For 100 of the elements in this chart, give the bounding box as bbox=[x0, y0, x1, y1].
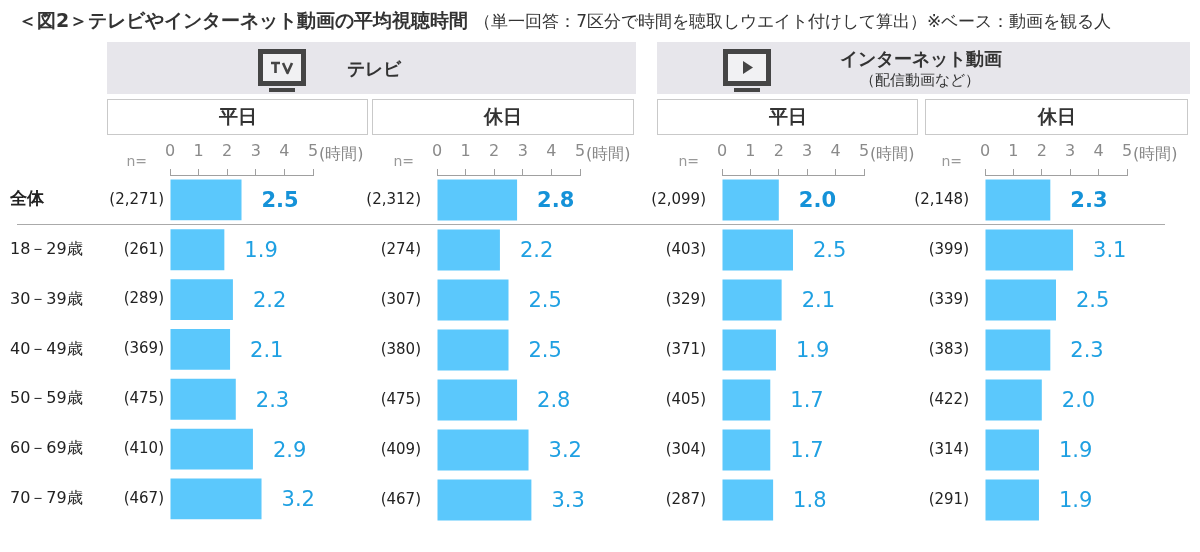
bar bbox=[985, 429, 1039, 471]
y-tick-label: 全体 bbox=[9, 188, 45, 209]
header-box: 平日 bbox=[657, 99, 918, 135]
x-tick-label: 1 bbox=[1008, 140, 1019, 160]
data-label: 1.9 bbox=[1058, 438, 1093, 463]
bar bbox=[170, 328, 231, 370]
bar bbox=[170, 279, 233, 320]
x-tick-label: 5 bbox=[858, 140, 870, 160]
bar bbox=[722, 479, 774, 521]
text: ＜図2＞テレビやインターネット動画の平均視聴時間 bbox=[18, 9, 469, 31]
y-tick-label: (339) bbox=[928, 289, 969, 308]
y-tick-label: (304) bbox=[665, 439, 706, 458]
data-label: 1.8 bbox=[793, 488, 827, 513]
x-axis-title: (時間) bbox=[1133, 144, 1178, 164]
data-label: 3.2 bbox=[281, 487, 315, 512]
x-tick-label: 4 bbox=[830, 140, 841, 160]
data-label: 2.0 bbox=[798, 188, 836, 213]
y-tick-label: (2,099) bbox=[651, 189, 706, 208]
text: n= bbox=[678, 153, 699, 169]
y-tick-label: (399) bbox=[928, 239, 969, 258]
y-tick-label: 60－69歳 bbox=[10, 438, 83, 458]
y-tick-label: (409) bbox=[380, 439, 421, 458]
x-tick-label: 1 bbox=[193, 140, 204, 160]
data-label: 3.3 bbox=[551, 488, 585, 513]
y-tick-label: (380) bbox=[380, 339, 421, 358]
chart-title: 休日 bbox=[1037, 104, 1076, 129]
x-tick-label: 3 bbox=[802, 140, 813, 160]
x-tick-label: 2 bbox=[222, 140, 233, 160]
x-tick-label: 1 bbox=[745, 140, 756, 160]
text: インターネット動画 bbox=[840, 48, 1002, 69]
bar bbox=[437, 379, 518, 421]
chart-title: 平日 bbox=[768, 104, 807, 129]
text: （単一回答：7区分で時間を聴取しウエイト付けして算出）※ベース：動画を観る人 bbox=[474, 11, 1112, 31]
header-box: 休日 bbox=[372, 99, 634, 135]
bar bbox=[985, 379, 1042, 421]
y-tick-label: 50－59歳 bbox=[10, 388, 83, 408]
data-label: 2.5 bbox=[813, 238, 847, 263]
y-tick-label: (287) bbox=[665, 489, 706, 508]
y-tick-label: (422) bbox=[928, 389, 969, 408]
bar bbox=[722, 279, 782, 321]
bar bbox=[985, 279, 1056, 321]
x-tick-label: 2 bbox=[773, 140, 784, 160]
text: (2,271) bbox=[109, 189, 164, 208]
bar bbox=[985, 329, 1051, 371]
x-tick-label: 5 bbox=[307, 140, 319, 160]
bar bbox=[722, 329, 776, 371]
bar bbox=[170, 478, 262, 520]
data-label: 2.1 bbox=[250, 337, 284, 362]
chart-title: 平日 bbox=[218, 104, 257, 129]
y-tick-label: (291) bbox=[928, 489, 969, 508]
y-tick-label: (403) bbox=[665, 239, 706, 258]
x-tick-label: 3 bbox=[1065, 140, 1076, 160]
y-tick-label: (274) bbox=[380, 239, 421, 258]
bar bbox=[437, 279, 509, 321]
text: テレビ bbox=[347, 58, 401, 79]
bar bbox=[170, 179, 242, 221]
y-tick-label: (307) bbox=[380, 289, 421, 308]
text: n= bbox=[941, 153, 962, 169]
data-label: 1.7 bbox=[790, 438, 824, 463]
y-tick-label: 70－79歳 bbox=[10, 488, 83, 508]
x-axis-title: (時間) bbox=[870, 144, 915, 164]
x-tick-label: 1 bbox=[460, 140, 471, 160]
data-label: 2.9 bbox=[272, 437, 307, 462]
text: （配信動画など） bbox=[860, 71, 980, 89]
x-tick-label: 0 bbox=[716, 140, 728, 160]
bar bbox=[722, 229, 793, 271]
bar bbox=[170, 428, 253, 470]
y-tick-label: (467) bbox=[380, 489, 421, 508]
x-tick-label: 2 bbox=[489, 140, 500, 160]
x-tick-label: 2 bbox=[1036, 140, 1047, 160]
data-label: 2.5 bbox=[1076, 288, 1110, 313]
y-tick-label: (329) bbox=[665, 289, 706, 308]
x-tick-label: 4 bbox=[1093, 140, 1104, 160]
header-box: 平日 bbox=[107, 99, 368, 135]
x-tick-label: 3 bbox=[250, 140, 261, 160]
text: n= bbox=[126, 153, 147, 169]
x-tick-label: 3 bbox=[517, 140, 528, 160]
x-axis-title: (時間) bbox=[319, 144, 364, 164]
bar bbox=[722, 179, 779, 221]
x-tick-label: 5 bbox=[1121, 140, 1133, 160]
data-label: 2.2 bbox=[519, 238, 554, 263]
x-tick-label: 4 bbox=[546, 140, 557, 160]
bar bbox=[985, 229, 1074, 271]
chart-title: 休日 bbox=[484, 104, 522, 129]
y-tick-label: (475) bbox=[380, 389, 421, 408]
y-tick-label: (383) bbox=[928, 339, 969, 358]
y-tick-label: (2,148) bbox=[914, 189, 969, 208]
header-box: 休日 bbox=[925, 99, 1188, 135]
bar bbox=[170, 229, 225, 271]
data-label: 2.1 bbox=[801, 288, 836, 313]
x-tick-label: 4 bbox=[279, 140, 290, 160]
text: (369) bbox=[123, 339, 164, 358]
y-tick-label: 30－39歳 bbox=[10, 288, 83, 308]
text: n= bbox=[393, 153, 414, 169]
bar bbox=[985, 179, 1051, 221]
data-label: 2.5 bbox=[528, 288, 562, 313]
text: (475) bbox=[123, 389, 164, 408]
bar bbox=[985, 479, 1039, 521]
data-label: 2.3 bbox=[1070, 338, 1104, 363]
bar bbox=[170, 378, 236, 420]
